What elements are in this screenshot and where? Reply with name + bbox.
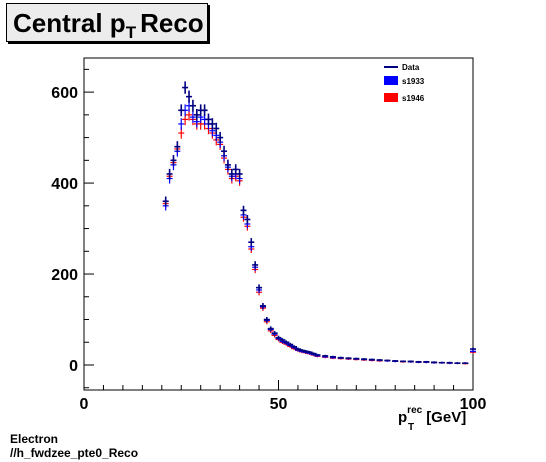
y-tick-label: 0 [69,358,78,375]
legend-s1946-swatch [384,93,398,102]
y-axis: 0 200 400 600 [51,68,94,389]
x-axis-label-sub: T [408,422,414,433]
x-tick-label: 50 [270,396,288,413]
legend-s1933-swatch [384,76,398,85]
legend-s1946-label: s1946 [402,94,425,103]
footer-line-1: Electron [10,432,59,446]
chart-title: Central pT Reco [6,3,208,42]
x-axis-label-base: p [398,409,407,426]
legend-s1933-label: s1933 [402,77,425,86]
chart-title-sub: T [125,23,137,42]
x-axis: 0 50 100 [80,380,487,413]
y-tick-label: 600 [51,85,78,102]
x-tick-label: 0 [80,396,89,413]
x-axis-label-unit: [GeV] [426,409,466,426]
series-data [162,81,476,365]
legend: Data s1933 s1946 [384,63,425,103]
legend-data-label: Data [402,63,420,72]
y-tick-label: 400 [51,176,78,193]
x-tick-label: 100 [460,396,487,413]
x-axis-label-sup: rec [407,405,422,416]
x-axis-label: prec [GeV] [398,405,466,426]
series-s1933 [162,99,476,365]
chart-title-main: Central p [13,8,126,38]
series-s1946 [162,108,476,365]
data-series [162,81,476,365]
y-tick-label: 200 [51,267,78,284]
footer-line-2: //h_fwdzee_pte0_Reco [10,446,139,460]
chart-title-rest: Reco [140,8,204,38]
